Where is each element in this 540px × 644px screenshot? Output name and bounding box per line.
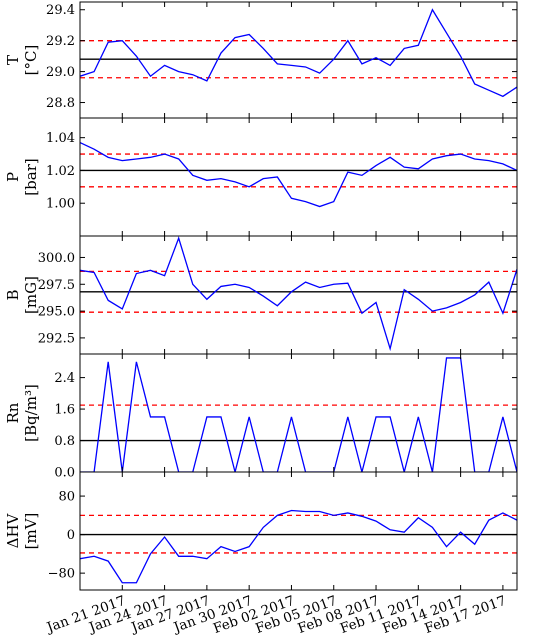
yunit-B: [mG] [22, 276, 40, 314]
ytick-label-P-0: 1.00 [46, 197, 75, 212]
ytick-label-P-2: 1.04 [46, 131, 75, 146]
panel-T: 28.8 29.0 29.2 29.4 T [°C] [4, 1, 518, 119]
series-line-P [80, 141, 517, 208]
ytick-label-P-1: 1.02 [46, 164, 75, 179]
ytick-label-B-3: 300.0 [38, 251, 75, 266]
ytick-label-Rn-1: 0.8 [54, 434, 75, 449]
panel-frame-dHV [79, 471, 518, 591]
yunit-dHV: [mV] [22, 513, 40, 550]
ytick-label-T-1: 29.0 [46, 65, 75, 80]
ytick-label-T-3: 29.4 [46, 3, 75, 18]
ytick-label-dHV-0: −80 [48, 567, 75, 582]
ylabel-B: B [4, 289, 22, 300]
panel-frame-Rn [79, 353, 518, 473]
panel-frame-P [79, 117, 518, 237]
ylabel-Rn: Rn [4, 402, 22, 423]
ytick-label-B-0: 292.5 [38, 331, 75, 346]
yunit-T: [°C] [22, 45, 40, 76]
ylabel-dHV: ΔHV [4, 512, 22, 548]
series-line-B [80, 236, 517, 352]
panel-dHV: −80 0 80 ΔHV [mV] [4, 471, 518, 591]
ylabel-P: P [4, 172, 22, 182]
panel-frame-T [79, 1, 518, 119]
yunit-P: [bar] [22, 158, 40, 195]
series-line-T [80, 8, 517, 98]
ytick-label-B-2: 297.5 [38, 278, 75, 293]
series-line-dHV [80, 509, 517, 584]
series-line-Rn [80, 357, 517, 472]
ytick-label-B-1: 295.0 [38, 305, 75, 320]
ytick-label-dHV-1: 0 [67, 528, 75, 543]
ytick-label-T-0: 28.8 [46, 96, 75, 111]
ylabel-T: T [4, 55, 22, 65]
ytick-label-Rn-3: 2.4 [54, 371, 75, 386]
ytick-label-Rn-2: 1.6 [54, 403, 75, 418]
yunit-Rn: [Bq/m³] [22, 384, 40, 442]
panel-Rn: 0.0 0.8 1.6 2.4 Rn [Bq/m³] [4, 353, 518, 481]
panel-P: 1.00 1.02 1.04 P [bar] [4, 117, 518, 237]
panel-frame-B [79, 235, 518, 355]
ytick-label-Rn-0: 0.0 [54, 466, 75, 481]
ytick-label-T-2: 29.2 [46, 34, 75, 49]
panel-B: 292.5 295.0 297.5 300.0 B [mG] [4, 235, 518, 355]
ytick-label-dHV-2: 80 [58, 490, 75, 505]
